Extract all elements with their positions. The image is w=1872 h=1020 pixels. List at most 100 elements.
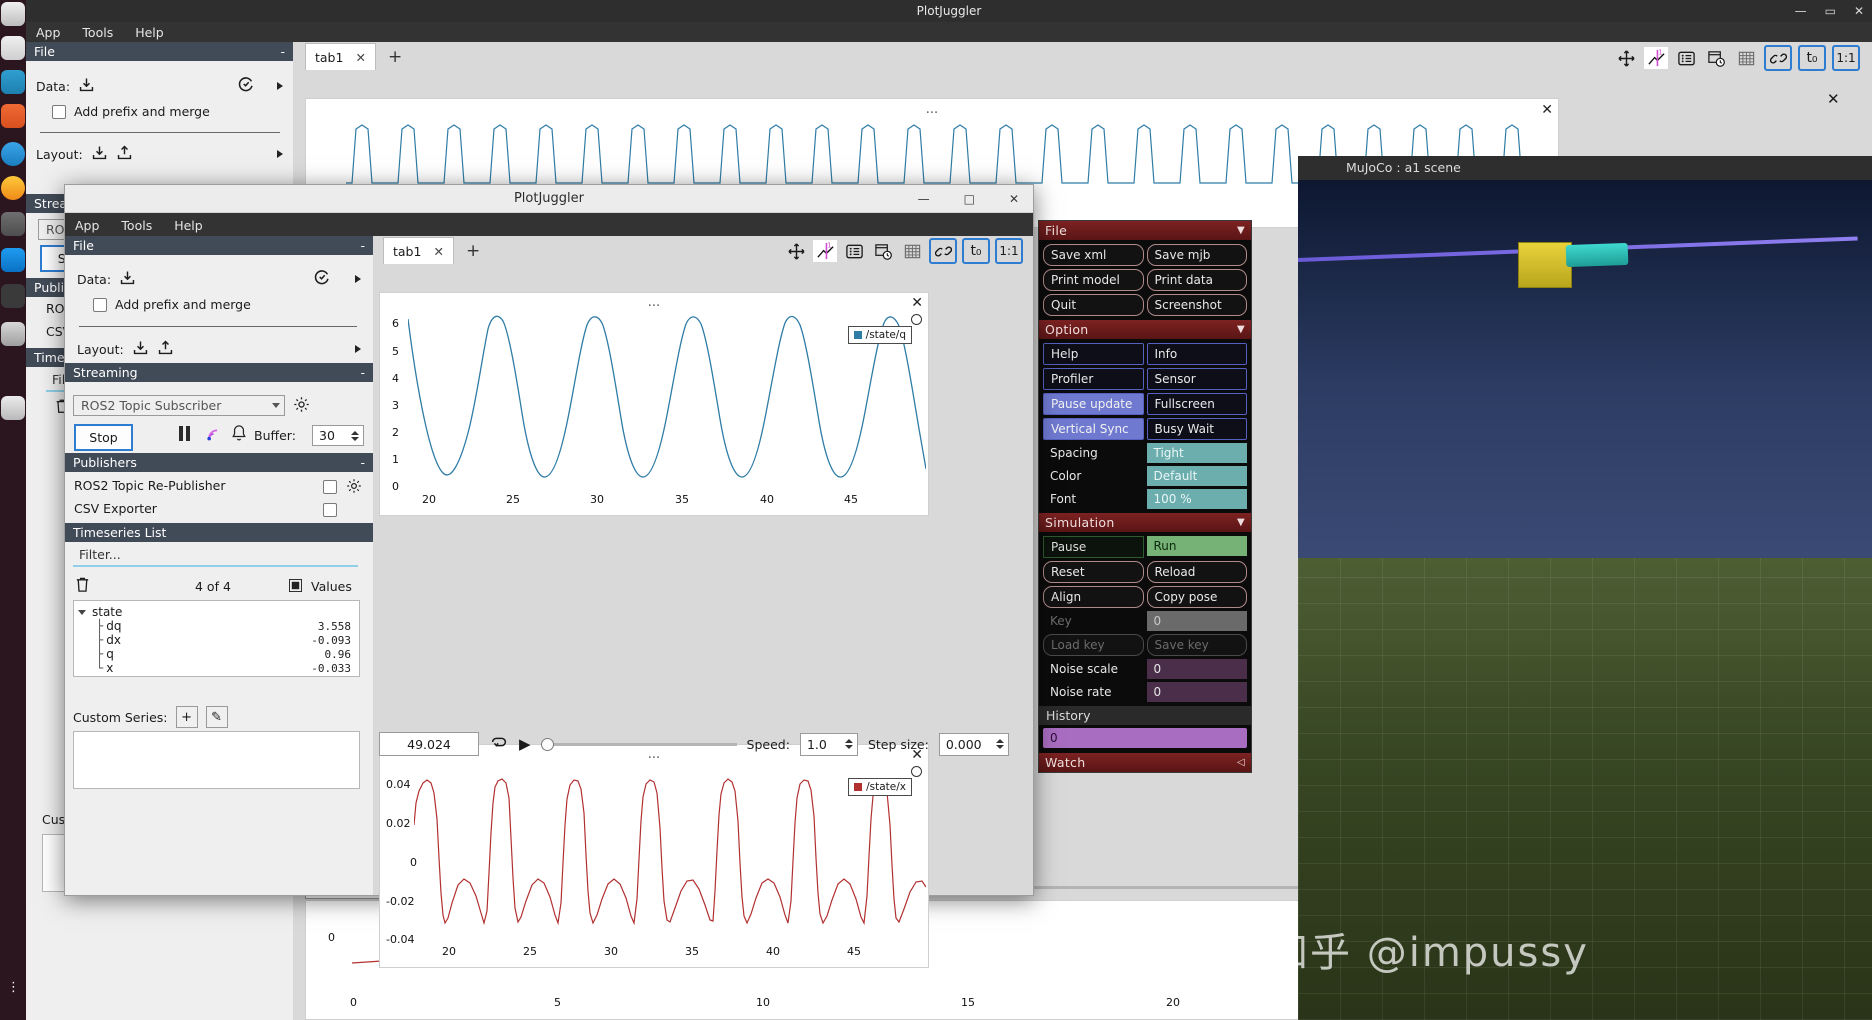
- mujoco-section-option-collapse-icon[interactable]: ▼: [1237, 324, 1245, 335]
- inner-publishers-panel-header[interactable]: Publishers -: [65, 453, 373, 472]
- mujoco-run-button[interactable]: Run: [1146, 536, 1247, 556]
- mujoco-reload-button[interactable]: Reload: [1146, 561, 1247, 583]
- mujoco-font-value[interactable]: 100 %: [1146, 489, 1247, 509]
- ubuntu-dock[interactable]: ⋮: [0, 0, 26, 1020]
- inner-menu-app[interactable]: App: [75, 217, 100, 233]
- inner-timeline-knob[interactable]: [540, 737, 554, 751]
- inner-plot-x[interactable]: ... ✕ 0.04 0.02 0 -0.02 -0.04 /state/x 2…: [379, 744, 929, 968]
- maximize-icon[interactable]: ▭: [1824, 4, 1836, 18]
- mujoco-help-button[interactable]: Help: [1043, 343, 1144, 365]
- mujoco-screenshot-button[interactable]: Screenshot: [1146, 294, 1247, 316]
- main-tabstrip[interactable]: tab1 ✕ +: [293, 42, 1872, 70]
- mujoco-print-model-button[interactable]: Print model: [1043, 269, 1144, 291]
- mujoco-section-file[interactable]: File ▼: [1039, 221, 1251, 240]
- inner-load-layout-icon[interactable]: [132, 339, 149, 360]
- main-menubar[interactable]: App Tools Help: [26, 22, 1872, 42]
- inner-data-expand-arrow-icon[interactable]: [355, 275, 361, 283]
- pause-icon[interactable]: [179, 426, 190, 441]
- mujoco-noise-scale-value[interactable]: 0: [1146, 659, 1247, 679]
- inner-plot-x-marker[interactable]: [911, 766, 922, 777]
- inner-buffer-stepper[interactable]: [349, 430, 361, 441]
- inner-publisher-checkbox-republisher[interactable]: [323, 480, 337, 494]
- tab-add-button[interactable]: +: [387, 47, 403, 67]
- grid-icon[interactable]: [1734, 47, 1758, 69]
- window-controls[interactable]: — ▭ ✕: [1795, 0, 1864, 22]
- tab-tab1[interactable]: tab1 ✕: [305, 43, 376, 70]
- mujoco-sensor-button[interactable]: Sensor: [1146, 368, 1247, 390]
- mujoco-spacing-value[interactable]: Tight: [1146, 443, 1247, 463]
- mujoco-option-rows[interactable]: Help Info Profiler Sensor Pause update F…: [1039, 339, 1251, 513]
- menu-tools[interactable]: Tools: [82, 24, 114, 40]
- tree-row-x[interactable]: └ x -0.033: [74, 661, 359, 675]
- inner-speed-stepper[interactable]: [843, 739, 855, 749]
- mujoco-section-watch-collapse-icon[interactable]: ◁: [1237, 757, 1245, 768]
- inner-timeseries-panel-header[interactable]: Timeseries List: [65, 523, 373, 542]
- inner-tab-add-button[interactable]: +: [465, 241, 481, 261]
- inner-plot-x-close-icon[interactable]: ✕: [911, 747, 923, 763]
- inner-custom-series-edit-button[interactable]: ✎: [205, 706, 228, 728]
- mujoco-section-watch[interactable]: Watch ◁: [1039, 753, 1251, 772]
- inner-pan-move-icon[interactable]: [784, 240, 808, 262]
- dock-icon-grey-app[interactable]: [1, 212, 25, 236]
- inner-grid-icon[interactable]: [900, 240, 924, 262]
- mujoco-align-button[interactable]: Align: [1043, 586, 1144, 608]
- mujoco-save-xml-button[interactable]: Save xml: [1043, 244, 1144, 266]
- mujoco-simulation-rows[interactable]: Pause Run Reset Reload Align Copy pose K…: [1039, 532, 1251, 706]
- dock-icon-software[interactable]: [1, 36, 25, 60]
- outer-plot-top-close-icon[interactable]: ✕: [1541, 102, 1553, 118]
- inner-toolbar[interactable]: 1 t₀ 1:1: [784, 238, 1023, 264]
- ratio-one-to-one-icon[interactable]: 1:1: [1832, 45, 1860, 71]
- inner-values-toggle-icon[interactable]: [289, 579, 302, 596]
- mujoco-pause-button[interactable]: Pause: [1043, 536, 1144, 558]
- reload-icon[interactable]: [237, 75, 255, 97]
- tree-row-q[interactable]: ├ q 0.96: [74, 647, 359, 661]
- inner-time-field[interactable]: 49.024: [379, 732, 479, 756]
- inner-tabstrip[interactable]: tab1 ✕ +: [373, 236, 1033, 264]
- inner-minimize-icon[interactable]: —: [917, 191, 930, 206]
- inner-loop-icon[interactable]: [489, 734, 509, 754]
- inner-plot-q-marker[interactable]: [911, 314, 922, 325]
- inner-zoom-area-icon[interactable]: 1: [813, 240, 837, 262]
- dock-icon-settings[interactable]: [1, 322, 25, 346]
- mujoco-fullscreen-button[interactable]: Fullscreen: [1146, 393, 1247, 415]
- mujoco-load-key-button[interactable]: Load key: [1043, 634, 1144, 656]
- tree-row-dq[interactable]: ├ dq 3.558: [74, 619, 359, 633]
- inner-publisher-gear-icon[interactable]: [346, 478, 362, 498]
- inner-maximize-icon[interactable]: □: [963, 191, 975, 206]
- load-data-icon[interactable]: [78, 76, 95, 97]
- inner-time-offset-icon[interactable]: t₀: [962, 238, 990, 264]
- inner-timeline-slider[interactable]: [540, 735, 737, 753]
- tab-close-icon[interactable]: ✕: [355, 49, 366, 65]
- inner-add-prefix-checkbox[interactable]: [93, 297, 107, 312]
- load-layout-icon[interactable]: [91, 144, 108, 165]
- layout-expand-arrow-icon[interactable]: [277, 150, 283, 158]
- dock-icon-terminal[interactable]: [1, 70, 25, 94]
- inner-timeseries-tree[interactable]: state ├ dq 3.558 ├ dx -0.093 ├ q 0.96 └ …: [73, 600, 360, 677]
- inner-trash-icon[interactable]: [74, 576, 91, 598]
- tree-row-dx[interactable]: ├ dx -0.093: [74, 633, 359, 647]
- inner-streaming-panel-collapse-icon[interactable]: -: [360, 365, 365, 380]
- time-calendar-icon[interactable]: [1704, 47, 1728, 69]
- file-panel-header[interactable]: File -: [26, 42, 293, 61]
- mujoco-print-data-button[interactable]: Print data: [1146, 269, 1247, 291]
- inner-reload-icon[interactable]: [313, 268, 331, 290]
- inner-plot-q-legend[interactable]: /state/q: [847, 326, 912, 344]
- tree-expand-arrow-icon[interactable]: [78, 609, 86, 615]
- close-icon[interactable]: ✕: [1853, 4, 1864, 18]
- inner-step-stepper[interactable]: [994, 739, 1006, 749]
- inner-window-controls[interactable]: — □ ✕: [908, 192, 1029, 206]
- mujoco-section-simulation-collapse-icon[interactable]: ▼: [1237, 517, 1245, 528]
- mujoco-section-simulation[interactable]: Simulation ▼: [1039, 513, 1251, 532]
- mujoco-save-mjb-button[interactable]: Save mjb: [1146, 244, 1247, 266]
- mujoco-file-buttons[interactable]: Save xml Save mjb Print model Print data…: [1039, 240, 1251, 320]
- mujoco-noise-rate-value[interactable]: 0: [1146, 682, 1247, 702]
- inner-buffer-field[interactable]: 30: [312, 425, 364, 446]
- zoom-area-icon[interactable]: 1: [1644, 47, 1668, 69]
- dock-icon-plotjuggler-2[interactable]: [1, 360, 25, 384]
- signal-icon[interactable]: [204, 425, 223, 447]
- main-toolbar[interactable]: 1 t₀ 1:1: [1614, 45, 1860, 71]
- inner-menu-help[interactable]: Help: [174, 217, 203, 233]
- inner-play-button[interactable]: ▶: [519, 735, 531, 753]
- dock-icon-blue-app[interactable]: [1, 142, 25, 166]
- inner-close-icon[interactable]: ✕: [1008, 191, 1019, 206]
